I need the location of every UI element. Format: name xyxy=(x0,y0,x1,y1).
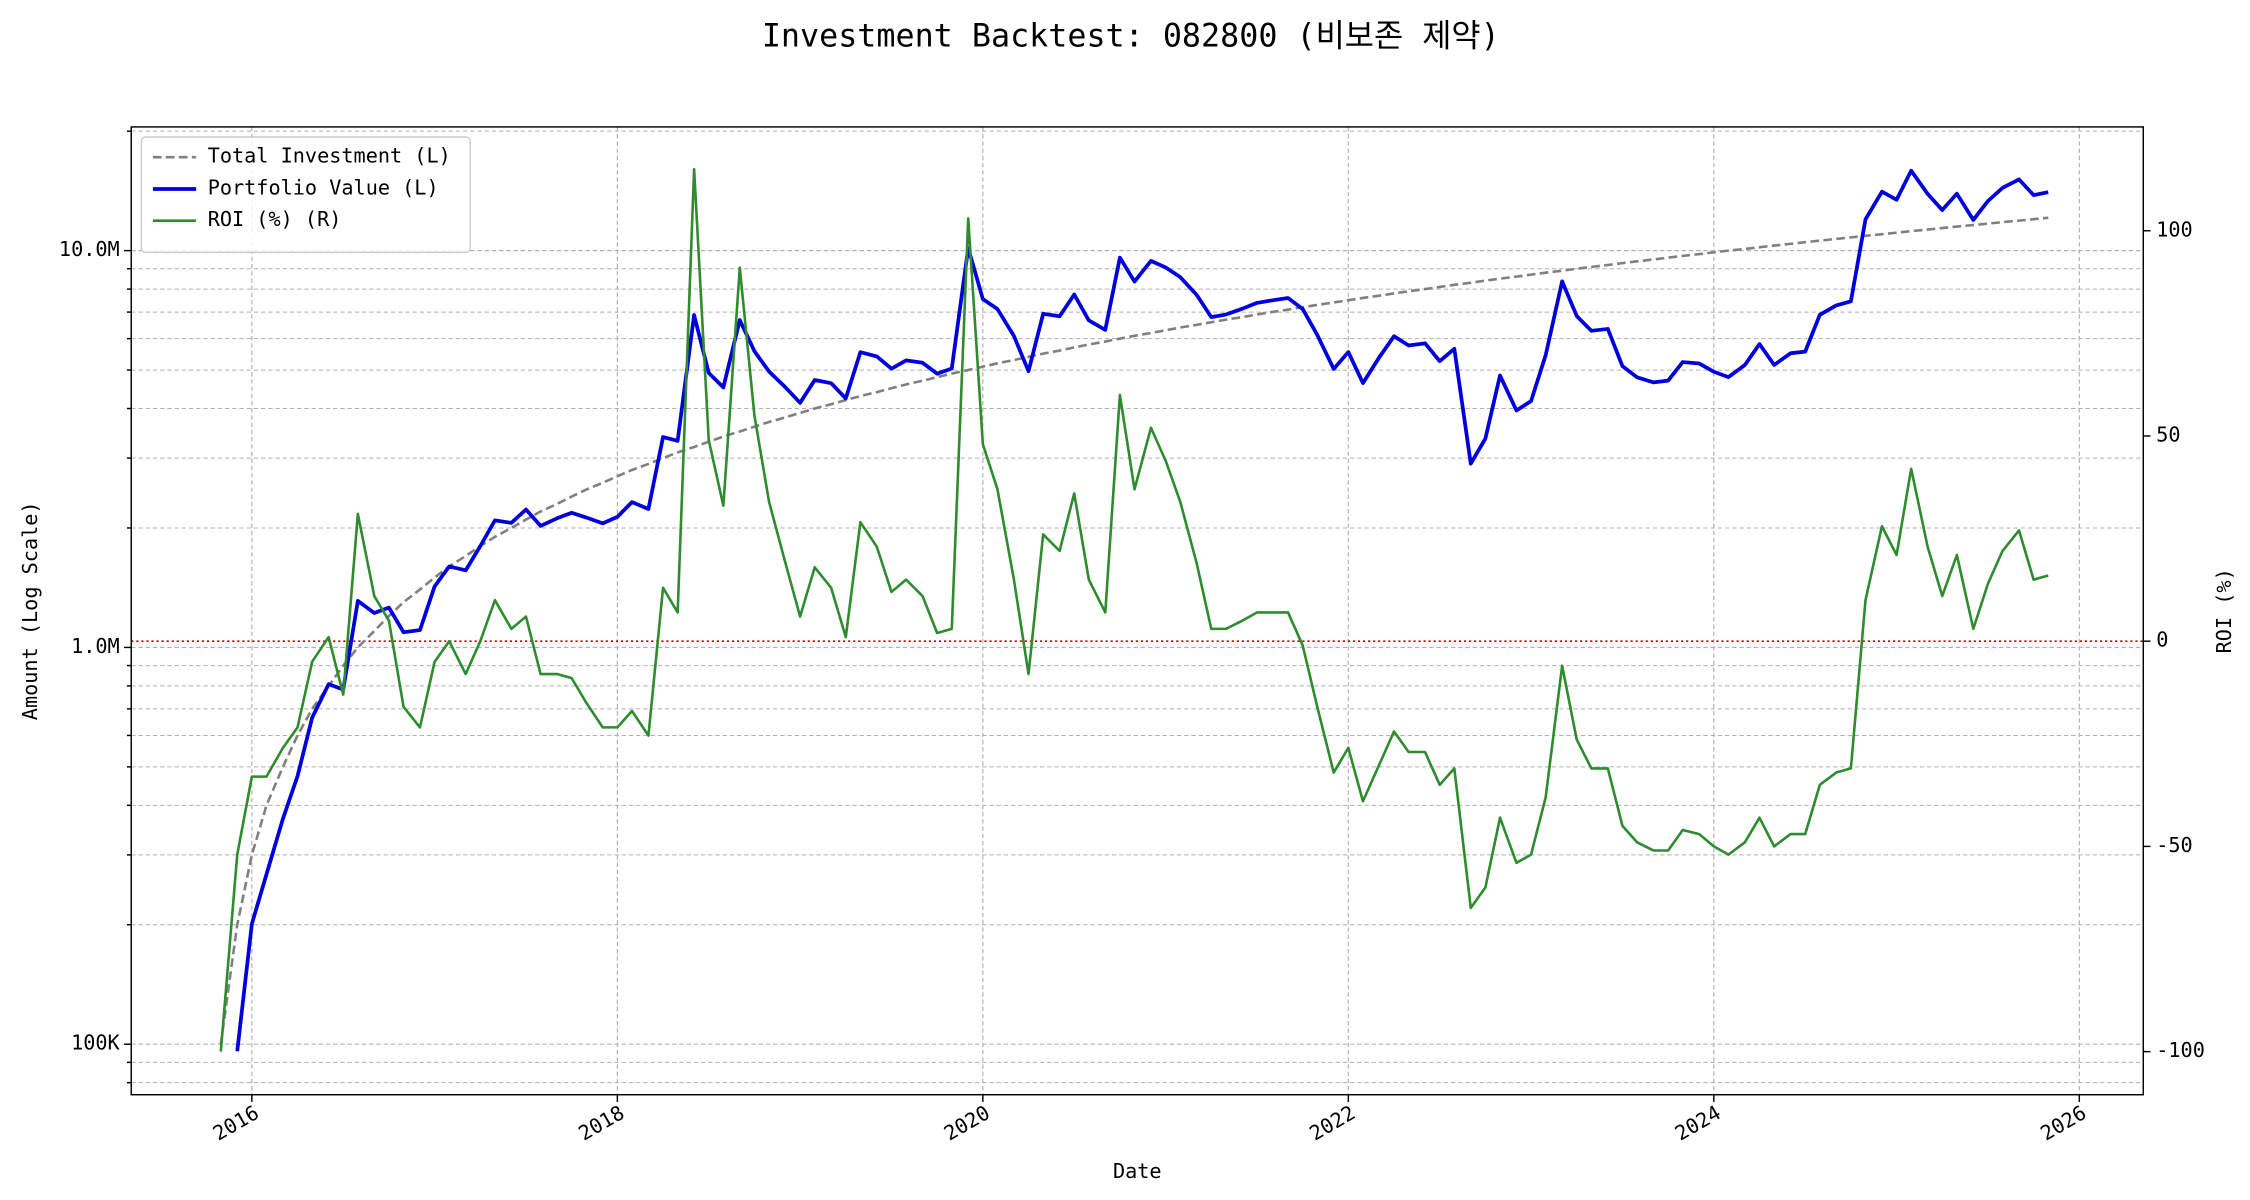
series-line xyxy=(219,216,2049,1045)
legend-label: Portfolio Value (L) xyxy=(208,175,439,199)
y-tick-label: 100K xyxy=(71,1031,120,1055)
legend-box xyxy=(140,136,471,254)
y-axis-label: Amount (Log Scale) xyxy=(18,501,42,720)
x-axis-label: Date xyxy=(1113,1159,1162,1183)
legend-label: ROI (%) (R) xyxy=(208,207,342,231)
chart-title: Investment Backtest: 082800 (비보존 제약) xyxy=(762,19,1500,55)
y2-tick-label: 0 xyxy=(2156,628,2168,652)
y-tick-label: 1.0M xyxy=(71,634,120,658)
series-line xyxy=(219,167,2049,1052)
plot-frame xyxy=(130,126,2144,1096)
y-tick-label: 10.0M xyxy=(59,237,120,261)
y2-axis-label: ROI (%) xyxy=(2212,568,2236,653)
series-line xyxy=(235,168,2049,1052)
y2-tick-label: 100 xyxy=(2156,217,2192,241)
y2-tick-label: 50 xyxy=(2156,422,2180,446)
legend-label: Total Investment (L) xyxy=(208,144,451,168)
y2-tick-label: -50 xyxy=(2156,833,2192,857)
y2-tick-label: -100 xyxy=(2156,1038,2205,1062)
